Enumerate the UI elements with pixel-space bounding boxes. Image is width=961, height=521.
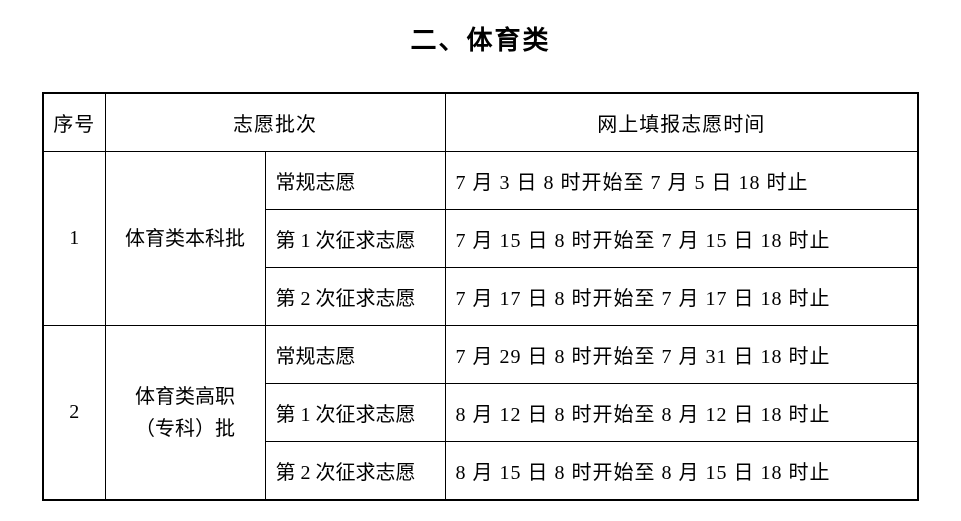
table-header-row: 序号 志愿批次 网上填报志愿时间 [43,93,918,152]
sub-cell: 常规志愿 [265,152,445,210]
time-cell: 7 月 29 日 8 时开始至 7 月 31 日 18 时止 [445,326,918,384]
table-row: 2 体育类高职 （专科）批 常规志愿 7 月 29 日 8 时开始至 7 月 3… [43,326,918,384]
time-cell: 8 月 15 日 8 时开始至 8 月 15 日 18 时止 [445,442,918,501]
sub-cell: 第 1 次征求志愿 [265,384,445,442]
schedule-table: 序号 志愿批次 网上填报志愿时间 1 体育类本科批 常规志愿 7 月 3 日 8… [42,92,919,501]
batch-cell: 体育类高职 （专科）批 [105,326,265,501]
time-cell: 8 月 12 日 8 时开始至 8 月 12 日 18 时止 [445,384,918,442]
sub-cell: 常规志愿 [265,326,445,384]
time-cell: 7 月 15 日 8 时开始至 7 月 15 日 18 时止 [445,210,918,268]
sub-cell: 第 2 次征求志愿 [265,268,445,326]
batch-cell: 体育类本科批 [105,152,265,326]
seq-cell: 2 [43,326,105,501]
sub-cell: 第 2 次征求志愿 [265,442,445,501]
time-cell: 7 月 3 日 8 时开始至 7 月 5 日 18 时止 [445,152,918,210]
table-container: 序号 志愿批次 网上填报志愿时间 1 体育类本科批 常规志愿 7 月 3 日 8… [42,92,919,501]
sub-cell: 第 1 次征求志愿 [265,210,445,268]
table-row: 1 体育类本科批 常规志愿 7 月 3 日 8 时开始至 7 月 5 日 18 … [43,152,918,210]
batch-text-line1: 体育类高职 [114,381,257,413]
page-title: 二、体育类 [20,20,941,57]
header-time: 网上填报志愿时间 [445,93,918,152]
batch-text: 体育类本科批 [125,228,245,250]
seq-cell: 1 [43,152,105,326]
header-seq: 序号 [43,93,105,152]
batch-text-line2: （专科）批 [114,413,257,445]
time-cell: 7 月 17 日 8 时开始至 7 月 17 日 18 时止 [445,268,918,326]
header-batch: 志愿批次 [105,93,445,152]
